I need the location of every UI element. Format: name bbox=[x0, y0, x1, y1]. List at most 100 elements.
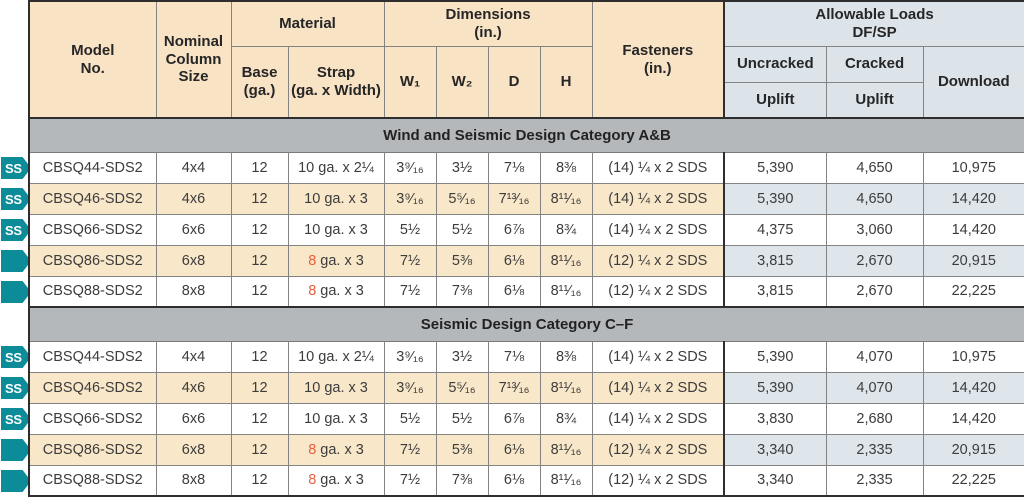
uncracked-uplift-cell: 5,390 bbox=[723, 151, 827, 184]
h-cell: 8¹¹⁄₁₆ bbox=[539, 244, 593, 277]
d-cell: 7⅛ bbox=[487, 151, 541, 184]
d-cell: 6⅞ bbox=[487, 402, 541, 435]
strap-text: 10 ga. x 3 bbox=[304, 190, 368, 207]
w1-cell: 3⁹⁄₁₆ bbox=[383, 371, 437, 404]
fasteners-cell: (14) ¼ x 2 SDS bbox=[591, 182, 725, 215]
fasteners-cell: (14) ¼ x 2 SDS bbox=[591, 213, 725, 246]
w2-cell: 5⁵⁄₁₆ bbox=[435, 182, 489, 215]
table-row: CBSQ66-SDS2 6x6 12 10 ga. x 3 5½ 5½ 6⅞ 8… bbox=[28, 213, 1024, 246]
h-cell: 8¾ bbox=[539, 402, 593, 435]
h-cell: 8¹¹⁄₁₆ bbox=[539, 464, 593, 497]
download-cell: 14,420 bbox=[922, 182, 1024, 215]
cracked-uplift-cell: 4,650 bbox=[825, 151, 924, 184]
download-cell: 20,915 bbox=[922, 433, 1024, 466]
badge-label: SS bbox=[5, 222, 22, 238]
d-cell: 6⅛ bbox=[487, 244, 541, 277]
ss-badge: SS bbox=[1, 219, 31, 241]
w1-cell: 3⁹⁄₁₆ bbox=[383, 151, 437, 184]
w1-cell: 5½ bbox=[383, 402, 437, 435]
w2-cell: 5½ bbox=[435, 213, 489, 246]
base-ga-cell: 12 bbox=[230, 340, 289, 373]
col-header-strap: Strap (ga. x Width) bbox=[287, 45, 385, 119]
download-cell: 10,975 bbox=[922, 340, 1024, 373]
w2-cell: 5⁵⁄₁₆ bbox=[435, 371, 489, 404]
base-ga-cell: 12 bbox=[230, 151, 289, 184]
badge-label: SS bbox=[5, 349, 22, 365]
table-row: CBSQ88-SDS2 8x8 12 8 ga. x 3 7½ 7⅜ 6⅛ 8¹… bbox=[28, 464, 1024, 497]
w1-cell: 5½ bbox=[383, 213, 437, 246]
model-cell: CBSQ86-SDS2 bbox=[28, 433, 157, 466]
model-cell: CBSQ46-SDS2 bbox=[28, 371, 157, 404]
download-cell: 22,225 bbox=[922, 464, 1024, 497]
w2-cell: 5½ bbox=[435, 402, 489, 435]
section-band: Wind and Seismic Design Category A&B bbox=[28, 117, 1024, 153]
uncracked-uplift-cell: 4,375 bbox=[723, 213, 827, 246]
col-header-uncracked: Uncracked bbox=[723, 45, 827, 83]
table-row: CBSQ86-SDS2 6x8 12 8 ga. x 3 7½ 5⅜ 6⅛ 8¹… bbox=[28, 433, 1024, 466]
strap-text: ga. x 3 bbox=[316, 252, 364, 269]
base-ga-cell: 12 bbox=[230, 244, 289, 277]
download-cell: 10,975 bbox=[922, 151, 1024, 184]
strap-text: 10 ga. x 2¼ bbox=[298, 159, 374, 176]
strap-cell: 8 ga. x 3 bbox=[287, 433, 385, 466]
col-header-cracked-uplift: Uplift bbox=[825, 81, 924, 119]
uncracked-uplift-cell: 3,830 bbox=[723, 402, 827, 435]
download-cell: 14,420 bbox=[922, 213, 1024, 246]
col-header-w1: W₁ bbox=[383, 45, 437, 119]
col-header-nominal-size: Nominal Column Size bbox=[155, 0, 232, 119]
model-cell: CBSQ88-SDS2 bbox=[28, 464, 157, 497]
strap-gauge-highlight: 8 bbox=[308, 283, 317, 300]
strap-cell: 8 ga. x 3 bbox=[287, 464, 385, 497]
arrow-badge bbox=[1, 281, 31, 303]
col-group-dimensions: Dimensions (in.) bbox=[383, 0, 593, 47]
strap-cell: 10 ga. x 2¼ bbox=[287, 340, 385, 373]
uncracked-uplift-cell: 3,340 bbox=[723, 464, 827, 497]
strap-text: ga. x 3 bbox=[316, 472, 364, 489]
header-row-groups: Model No. Nominal Column Size Material D… bbox=[28, 0, 1024, 119]
h-cell: 8¹¹⁄₁₆ bbox=[539, 182, 593, 215]
cracked-uplift-cell: 2,335 bbox=[825, 433, 924, 466]
cracked-uplift-cell: 3,060 bbox=[825, 213, 924, 246]
download-cell: 20,915 bbox=[922, 244, 1024, 277]
strap-gauge-highlight: 8 bbox=[308, 441, 317, 458]
fasteners-cell: (14) ¼ x 2 SDS bbox=[591, 371, 725, 404]
base-ga-cell: 12 bbox=[230, 464, 289, 497]
header-row-sub: Base (ga.) Strap (ga. x Width) W₁ W₂ D H… bbox=[29, 45, 1024, 119]
size-cell: 8x8 bbox=[155, 464, 232, 497]
w1-cell: 3⁹⁄₁₆ bbox=[383, 182, 437, 215]
uncracked-uplift-cell: 5,390 bbox=[723, 371, 827, 404]
arrow-badge bbox=[1, 250, 31, 272]
ss-badge: SS bbox=[1, 157, 31, 179]
w1-cell: 7½ bbox=[383, 244, 437, 277]
fasteners-cell: (14) ¼ x 2 SDS bbox=[591, 340, 725, 373]
h-cell: 8¹¹⁄₁₆ bbox=[539, 433, 593, 466]
strap-cell: 10 ga. x 2¼ bbox=[287, 151, 385, 184]
table-row: CBSQ46-SDS2 4x6 12 10 ga. x 3 3⁹⁄₁₆ 5⁵⁄₁… bbox=[28, 182, 1024, 215]
strap-gauge-highlight: 8 bbox=[308, 252, 317, 269]
ss-badge: SS bbox=[1, 346, 31, 368]
table-row: CBSQ44-SDS2 4x4 12 10 ga. x 2¼ 3⁹⁄₁₆ 3½ … bbox=[28, 151, 1024, 184]
cracked-uplift-cell: 2,670 bbox=[825, 275, 924, 308]
col-header-uncracked-uplift: Uplift bbox=[723, 81, 827, 119]
uncracked-uplift-cell: 3,340 bbox=[723, 433, 827, 466]
fasteners-cell: (12) ¼ x 2 SDS bbox=[591, 464, 725, 497]
ss-badge: SS bbox=[1, 188, 31, 210]
w2-cell: 5⅜ bbox=[435, 244, 489, 277]
d-cell: 7⅛ bbox=[487, 340, 541, 373]
size-cell: 6x8 bbox=[155, 433, 232, 466]
h-cell: 8⅜ bbox=[539, 340, 593, 373]
model-cell: CBSQ66-SDS2 bbox=[28, 402, 157, 435]
col-header-d: D bbox=[487, 45, 541, 119]
uncracked-uplift-cell: 5,390 bbox=[723, 340, 827, 373]
w2-cell: 3½ bbox=[435, 340, 489, 373]
cracked-uplift-cell: 2,670 bbox=[825, 244, 924, 277]
model-cell: CBSQ46-SDS2 bbox=[28, 182, 157, 215]
table-row: CBSQ46-SDS2 4x6 12 10 ga. x 3 3⁹⁄₁₆ 5⁵⁄₁… bbox=[28, 371, 1024, 404]
model-cell: CBSQ44-SDS2 bbox=[28, 340, 157, 373]
strap-text: 10 ga. x 2¼ bbox=[298, 348, 374, 365]
ss-badge: SS bbox=[1, 377, 31, 399]
strap-text: ga. x 3 bbox=[316, 441, 364, 458]
badge-label: SS bbox=[5, 191, 22, 207]
uncracked-uplift-cell: 5,390 bbox=[723, 182, 827, 215]
col-header-base: Base (ga.) bbox=[230, 45, 289, 119]
